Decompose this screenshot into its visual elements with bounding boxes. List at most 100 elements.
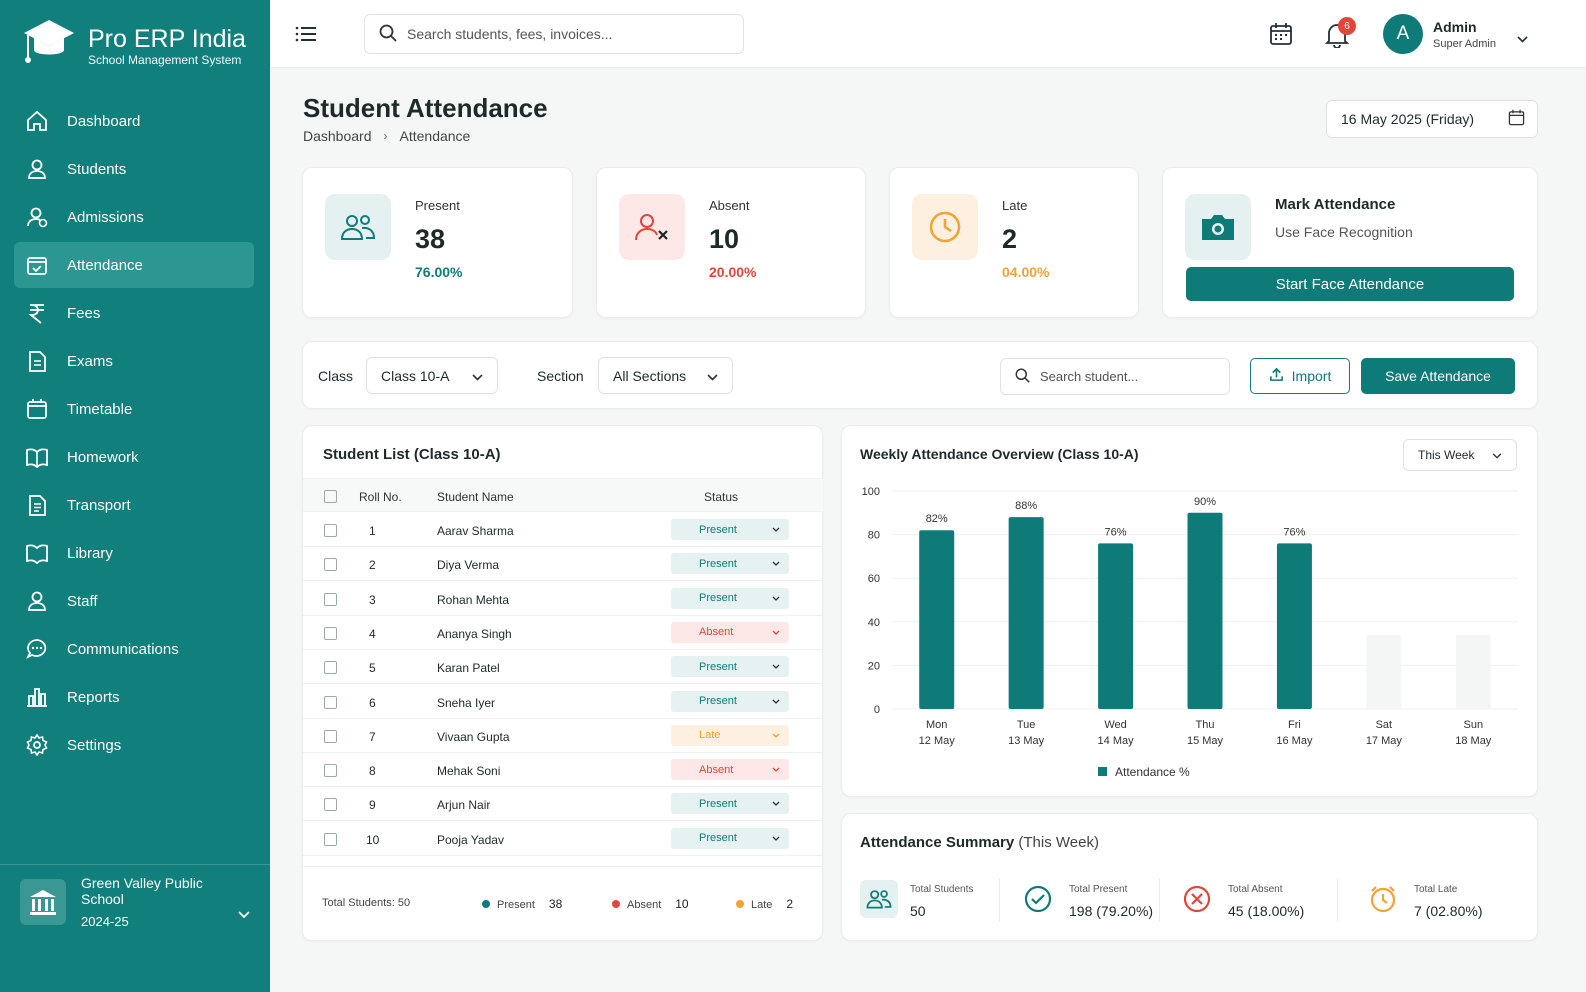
status-value: Absent bbox=[699, 626, 734, 639]
section-select[interactable]: All Sections bbox=[598, 357, 733, 394]
topbar: Search students, fees, invoices... 6 A A… bbox=[270, 0, 1586, 68]
sidebar-item-dashboard[interactable]: Dashboard bbox=[14, 98, 254, 144]
school-switcher[interactable]: Green Valley Public School 2024-25 bbox=[0, 864, 270, 939]
sidebar-item-communications[interactable]: Communications bbox=[14, 626, 254, 672]
row-checkbox[interactable] bbox=[324, 592, 337, 606]
period-select-value: This Week bbox=[1418, 448, 1475, 462]
status-select[interactable]: Present bbox=[671, 553, 789, 575]
row-checkbox[interactable] bbox=[324, 695, 337, 709]
student-list-title: Student List (Class 10-A) bbox=[323, 446, 501, 463]
import-button[interactable]: Import bbox=[1250, 358, 1350, 394]
calendar-icon[interactable] bbox=[1269, 22, 1293, 51]
menu-icon[interactable] bbox=[295, 25, 317, 48]
sidebar-item-transport[interactable]: Transport bbox=[14, 482, 254, 528]
sidebar-item-students[interactable]: Students bbox=[14, 146, 254, 192]
save-attendance-button[interactable]: Save Attendance bbox=[1361, 358, 1515, 394]
bar bbox=[1276, 543, 1312, 709]
row-checkbox[interactable] bbox=[324, 832, 337, 846]
row-checkbox[interactable] bbox=[324, 798, 337, 812]
bar-placeholder bbox=[1366, 634, 1402, 709]
student-search-input[interactable]: Search student... bbox=[1000, 358, 1230, 395]
user-x-icon bbox=[619, 194, 685, 260]
calendar-icon bbox=[26, 398, 48, 420]
table-row: 3 Rohan Mehta Present bbox=[303, 582, 823, 616]
class-select[interactable]: Class 10-A bbox=[366, 357, 498, 394]
sidebar-item-label: Admissions bbox=[67, 208, 144, 226]
period-select[interactable]: This Week bbox=[1403, 439, 1517, 471]
roll-number: 7 bbox=[369, 729, 376, 744]
brand-name: Pro ERP India bbox=[88, 24, 246, 53]
present-count: 38 bbox=[415, 224, 446, 254]
divider bbox=[1159, 878, 1160, 922]
brand-subtitle: School Management System bbox=[88, 52, 242, 67]
status-select[interactable]: Absent bbox=[671, 621, 789, 643]
legend-present-label: Present bbox=[497, 899, 535, 911]
legend-late-count: 2 bbox=[786, 897, 794, 911]
sidebar-item-homework[interactable]: Homework bbox=[14, 434, 254, 480]
document-icon bbox=[26, 350, 48, 372]
status-select[interactable]: Present bbox=[671, 690, 789, 712]
present-dot bbox=[482, 900, 490, 908]
status-select[interactable]: Present bbox=[671, 827, 789, 849]
sidebar-item-timetable[interactable]: Timetable bbox=[14, 386, 254, 432]
row-checkbox[interactable] bbox=[324, 558, 337, 572]
breadcrumb-dashboard[interactable]: Dashboard bbox=[303, 128, 372, 144]
status-select[interactable]: Present bbox=[671, 793, 789, 815]
global-search[interactable]: Search students, fees, invoices... bbox=[364, 14, 744, 54]
document-list-icon bbox=[26, 494, 48, 516]
status-select[interactable]: Late bbox=[671, 724, 789, 746]
sidebar-item-reports[interactable]: Reports bbox=[14, 674, 254, 720]
chevron-down-icon bbox=[772, 764, 780, 775]
status-select[interactable]: Present bbox=[671, 656, 789, 678]
sidebar-item-attendance[interactable]: Attendance bbox=[14, 242, 254, 288]
absent-percent: 20.00% bbox=[709, 264, 757, 280]
filter-bar: Class Class 10-A Section All Sections Se… bbox=[302, 341, 1538, 409]
mark-attendance-subtitle: Use Face Recognition bbox=[1275, 224, 1413, 240]
status-select[interactable]: Present bbox=[671, 519, 789, 540]
brand-logo[interactable]: Pro ERP India School Management System bbox=[22, 18, 246, 73]
chevron-down-icon bbox=[1492, 448, 1502, 462]
roll-number: 3 bbox=[369, 592, 376, 607]
bar bbox=[919, 530, 955, 709]
chevron-down-icon bbox=[772, 593, 780, 604]
sidebar-item-label: Timetable bbox=[67, 400, 133, 418]
sidebar-item-exams[interactable]: Exams bbox=[14, 338, 254, 384]
start-face-attendance-button[interactable]: Start Face Attendance bbox=[1186, 267, 1514, 301]
y-tick-label: 100 bbox=[862, 486, 880, 498]
legend-swatch bbox=[1098, 767, 1107, 776]
status-select[interactable]: Present bbox=[671, 587, 789, 609]
x-tick-day: Fri bbox=[1288, 719, 1301, 731]
class-label: Class bbox=[318, 368, 354, 384]
sidebar-item-fees[interactable]: Fees bbox=[14, 290, 254, 336]
date-picker[interactable]: 16 May 2025 (Friday) bbox=[1326, 100, 1538, 138]
sidebar-item-library[interactable]: Library bbox=[14, 530, 254, 576]
row-checkbox[interactable] bbox=[324, 626, 337, 640]
sidebar: Pro ERP India School Management System D… bbox=[0, 0, 270, 992]
roll-number: 2 bbox=[369, 558, 376, 573]
row-checkbox[interactable] bbox=[324, 661, 337, 675]
late-label: Late bbox=[1002, 198, 1028, 213]
status-select[interactable]: Absent bbox=[671, 759, 789, 781]
select-all-checkbox[interactable] bbox=[324, 490, 337, 503]
roll-number: 5 bbox=[369, 661, 376, 676]
sidebar-item-label: Exams bbox=[67, 352, 113, 370]
row-checkbox[interactable] bbox=[324, 729, 337, 743]
y-tick-label: 40 bbox=[868, 617, 880, 629]
sidebar-item-label: Library bbox=[67, 544, 113, 562]
row-checkbox[interactable] bbox=[324, 764, 337, 778]
status-value: Present bbox=[699, 557, 737, 570]
sidebar-item-settings[interactable]: Settings bbox=[14, 722, 254, 768]
roll-number: 4 bbox=[369, 626, 376, 641]
student-name: Sneha Iyer bbox=[437, 695, 496, 710]
student-name: Rohan Mehta bbox=[437, 592, 510, 607]
chevron-down-icon[interactable] bbox=[1517, 30, 1528, 48]
weekly-chart-title: Weekly Attendance Overview (Class 10-A) bbox=[860, 446, 1139, 462]
chevron-down-icon[interactable] bbox=[238, 906, 250, 924]
row-checkbox[interactable] bbox=[324, 524, 337, 537]
sidebar-item-staff[interactable]: Staff bbox=[14, 578, 254, 624]
face-attendance-card: Mark Attendance Use Face Recognition Sta… bbox=[1162, 167, 1538, 318]
summary-heading: Attendance Summary (This Week) bbox=[860, 834, 1099, 851]
avatar[interactable]: A bbox=[1383, 14, 1423, 54]
x-tick-date: 14 May bbox=[1098, 735, 1135, 747]
sidebar-item-admissions[interactable]: Admissions bbox=[14, 194, 254, 240]
